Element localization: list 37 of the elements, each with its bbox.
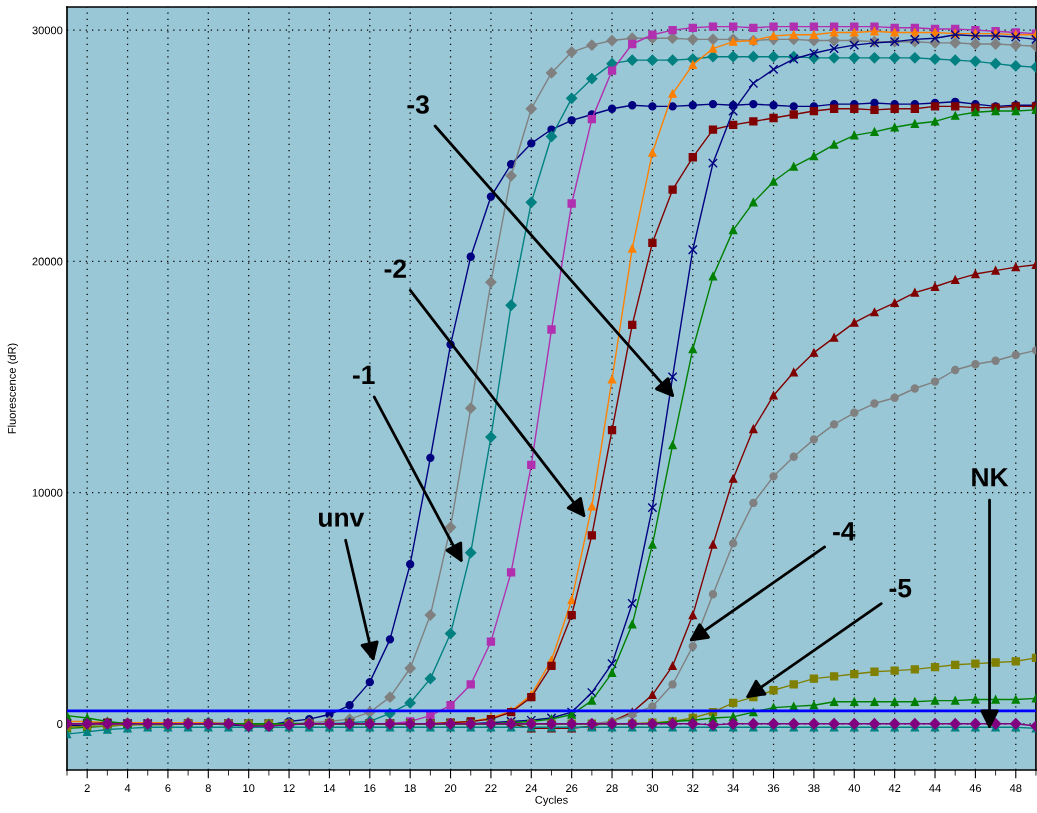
x-tick-label: 12 — [283, 784, 295, 792]
x-tick-label: 24 — [525, 784, 538, 792]
x-tick-label: 4 — [124, 784, 131, 792]
x-tick-label: 10 — [243, 784, 255, 793]
y-axis-title: Fluorescence (dR) — [7, 343, 19, 434]
x-tick-label: 14 — [324, 784, 336, 792]
x-tick-label: 42 — [888, 784, 901, 792]
annotation: NK — [972, 468, 1009, 487]
annotation: -2 — [384, 259, 406, 278]
annotation: -3 — [407, 95, 429, 114]
x-tick-label: 8 — [205, 784, 211, 793]
x-tick-label: 2 — [84, 784, 90, 792]
annotation: -1 — [352, 365, 375, 384]
x-tick-label: 20 — [444, 784, 457, 793]
x-tick-label: 46 — [969, 784, 982, 793]
x-tick-label: 16 — [364, 784, 376, 793]
annotation: unv — [319, 512, 365, 527]
annotation: -4 — [833, 522, 856, 541]
y-tick-label: 30000 — [32, 26, 63, 35]
x-tick-label: 22 — [485, 784, 497, 792]
x-tick-label: 48 — [1009, 784, 1022, 793]
x-axis-title: Cycles — [535, 795, 568, 806]
annotation: -5 — [889, 578, 912, 598]
x-tick-label: 34 — [727, 784, 740, 793]
x-tick-label: 40 — [848, 784, 861, 793]
x-tick-label: 44 — [929, 784, 941, 792]
x-tick-label: 38 — [808, 784, 820, 793]
x-tick-label: 28 — [606, 784, 618, 793]
x-tick-label: 36 — [767, 784, 780, 793]
x-tick-label: 30 — [646, 784, 659, 793]
y-tick-label: 20000 — [32, 257, 63, 266]
x-tick-label: 32 — [687, 784, 699, 793]
x-tick-label: 6 — [165, 784, 171, 793]
x-tick-label: 18 — [404, 784, 416, 793]
y-tick-label: 10000 — [32, 488, 63, 497]
y-tick-label: 0 — [57, 720, 63, 728]
x-tick-label: 26 — [566, 784, 578, 793]
